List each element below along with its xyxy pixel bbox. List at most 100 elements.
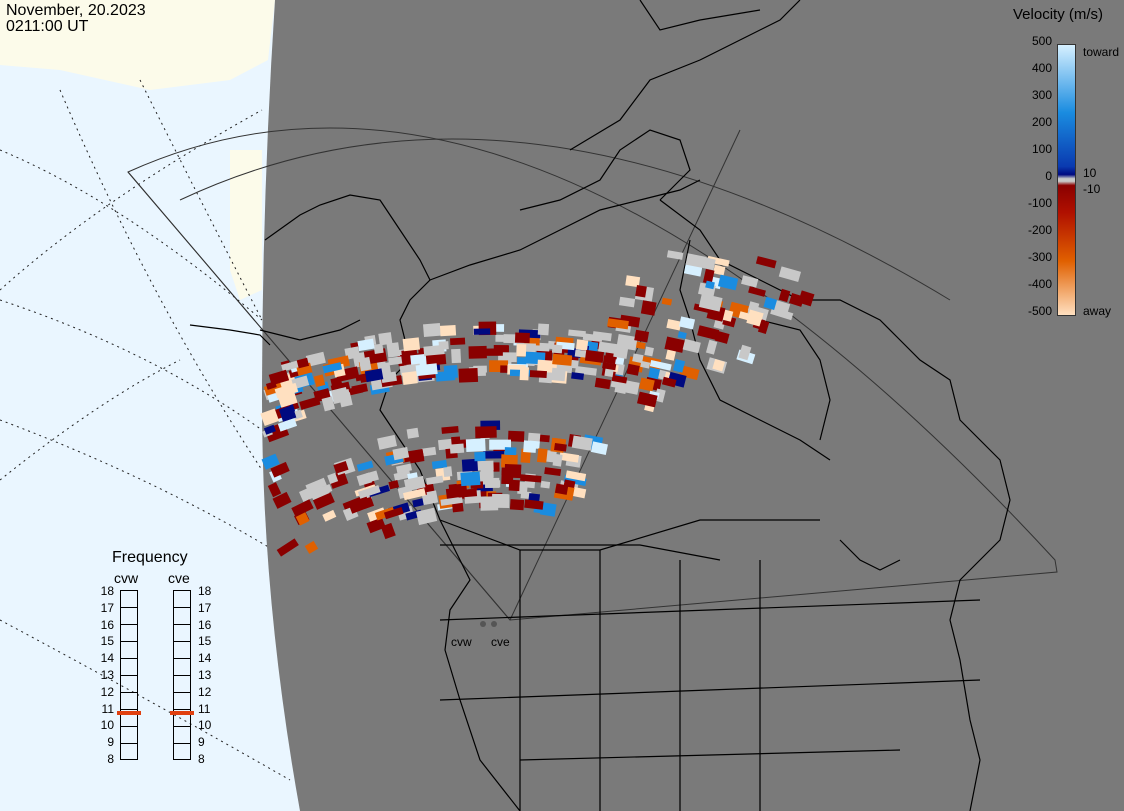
velocity-cell <box>705 339 718 355</box>
velocity-cell <box>540 480 551 489</box>
velocity-cell <box>571 435 593 451</box>
velocity-cell <box>331 387 350 405</box>
colorbar-tick-label: -500 <box>1027 304 1052 318</box>
velocity-cell <box>647 367 661 381</box>
velocity-cell <box>504 447 517 456</box>
velocity-cell <box>554 443 567 452</box>
frequency-scale-cvw <box>120 590 138 760</box>
coastlines <box>189 0 1011 811</box>
velocity-cell <box>568 329 586 338</box>
velocity-cell <box>712 359 725 372</box>
velocity-cell <box>618 296 636 308</box>
colorbar-tick-label: 500 <box>1031 34 1052 48</box>
velocity-cell <box>582 333 603 343</box>
frequency-scale-label: 15 <box>100 634 114 649</box>
frequency-scale-label: 14 <box>100 651 114 666</box>
velocity-cell <box>536 448 548 463</box>
velocity-cell <box>415 363 438 377</box>
frequency-scale-label: 9 <box>198 735 205 750</box>
velocity-cell <box>438 438 453 451</box>
velocity-cell <box>763 296 778 310</box>
velocity-cell <box>698 293 723 312</box>
velocity-cell <box>603 355 617 365</box>
velocity-cell <box>460 471 481 487</box>
velocity-cell <box>632 353 644 364</box>
velocity-cell <box>296 357 310 369</box>
velocity-cell <box>276 538 299 557</box>
velocity-cell <box>408 448 425 464</box>
velocity-cell <box>517 481 528 495</box>
frequency-scale-label: 8 <box>107 752 114 766</box>
velocity-cell <box>327 472 339 484</box>
frequency-scale-label: 12 <box>100 684 114 699</box>
velocity-cell <box>590 441 608 455</box>
velocity-cell <box>344 346 361 360</box>
velocity-cell <box>717 274 739 291</box>
velocity-cell <box>366 517 386 534</box>
velocity-cell <box>304 540 319 554</box>
date-label: November, 20.2023 <box>6 2 146 19</box>
velocity-cell <box>677 331 687 340</box>
velocity-cell <box>495 334 504 342</box>
velocity-cell <box>666 250 684 260</box>
velocity-cell <box>702 257 716 271</box>
velocity-cell <box>299 485 319 502</box>
velocity-cell <box>270 461 290 478</box>
lat-lon-grid <box>0 79 291 781</box>
velocity-cell <box>575 339 589 351</box>
velocity-cell <box>706 255 730 267</box>
velocity-cell <box>527 432 541 443</box>
velocity-cell <box>423 344 445 357</box>
velocity-cell <box>365 470 379 483</box>
velocity-cell <box>672 359 686 373</box>
velocity-cell <box>450 337 466 346</box>
frequency-scale-label: 11 <box>101 701 114 716</box>
frequency-title: Frequency <box>112 549 188 566</box>
velocity-cell <box>333 461 349 474</box>
velocity-cell <box>403 475 426 492</box>
frequency-scale-label: 11 <box>198 701 211 716</box>
velocity-cell <box>392 446 410 461</box>
velocity-cell <box>598 341 619 355</box>
velocity-cell <box>312 492 335 510</box>
velocity-cell <box>281 360 301 372</box>
velocity-cell <box>277 418 298 432</box>
colorbar-tick-label: 100 <box>1031 142 1052 156</box>
velocity-cell <box>299 396 321 410</box>
velocity-cell <box>480 496 499 511</box>
velocity-cell <box>388 356 403 366</box>
velocity-cell <box>431 459 448 470</box>
colorbar-minus10-label: -10 <box>1083 182 1101 196</box>
velocity-cell <box>551 344 563 354</box>
velocity-cell <box>697 325 720 341</box>
velocity-cell <box>634 329 650 343</box>
field-of-view-land <box>262 0 1124 811</box>
velocity-cells <box>260 250 815 557</box>
velocity-cell <box>322 509 337 522</box>
velocity-cell <box>364 368 384 383</box>
velocity-cell <box>523 440 537 453</box>
velocity-cell <box>594 377 611 390</box>
radar-site-label-cve: cve <box>491 635 510 649</box>
velocity-cell <box>501 467 516 476</box>
velocity-cell <box>607 318 629 330</box>
velocity-cell <box>611 374 628 384</box>
velocity-cell <box>313 374 326 388</box>
velocity-cell <box>473 328 491 335</box>
frequency-scale-label: 17 <box>198 600 212 615</box>
frequency-scale-label: 17 <box>100 600 114 615</box>
velocity-cell <box>279 405 297 422</box>
velocity-cell <box>474 451 486 462</box>
velocity-cell <box>388 480 400 490</box>
velocity-cell <box>551 367 566 382</box>
velocity-cell <box>666 319 682 331</box>
frequency-scale-cve <box>173 590 191 760</box>
velocity-cell <box>637 391 658 408</box>
radar-site-marker-cvw <box>480 621 486 627</box>
velocity-cell <box>507 430 525 442</box>
velocity-cell <box>778 288 791 303</box>
velocity-cell <box>524 499 544 510</box>
velocity-cell <box>616 334 638 351</box>
velocity-cell <box>410 353 431 368</box>
velocity-cell <box>260 408 280 427</box>
